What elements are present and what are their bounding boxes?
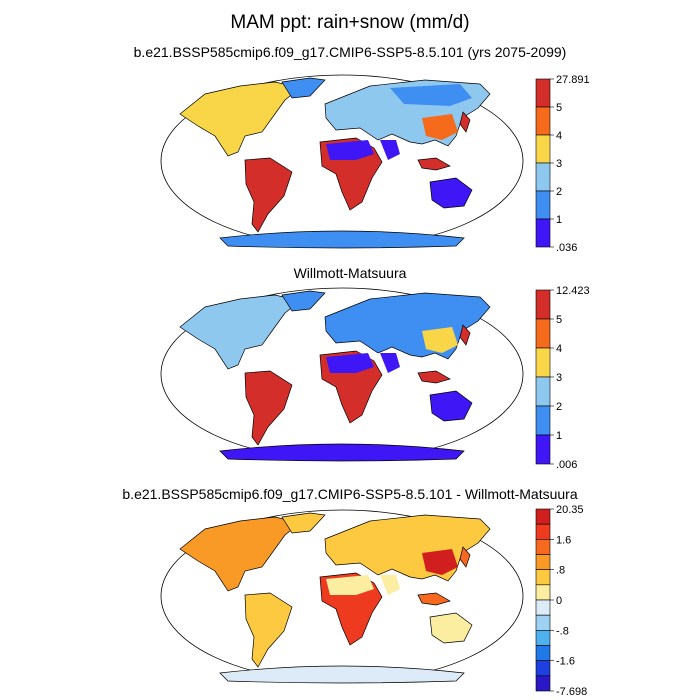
panel-3-title: b.e21.BSSP585cmip6.f09_g17.CMIP6-SSP5-8.… [122,486,578,502]
colorbar-bin [535,660,551,677]
colorbar-label: .8 [556,565,565,577]
colorbar-label: -7.698 [556,686,587,698]
colorbar-label: 1 [556,430,562,442]
colorbar-bin [535,218,551,248]
colorbar-bin [535,405,551,436]
colorbar-label: 5 [556,314,562,326]
colorbar-label: 1 [556,214,562,226]
panel-1-title: b.e21.BSSP585cmip6.f09_g17.CMIP6-SSP5-8.… [133,44,567,60]
colorbar-bin [535,162,551,192]
land-greenland [281,77,326,99]
colorbar-bin [535,376,551,407]
colorbar-label: 5 [556,102,562,114]
panel-2-title: Willmott-Matsuura [293,265,407,281]
colorbar-bin [535,289,551,320]
panel-1-colorbar: 27.891 5 4 3 2 1 .036 [535,74,590,254]
colorbar-bin [535,347,551,378]
colorbar-bin [535,599,551,616]
region-sahara [326,140,374,160]
region-amazon [256,599,284,623]
colorbar-label: 1.6 [556,534,571,546]
colorbar-bin [535,523,551,540]
region-east-asia [422,327,458,353]
colorbar-bin [535,508,551,525]
region-amazon [256,164,284,188]
colorbar-label: .036 [556,242,577,254]
colorbar-label: 2 [556,186,562,198]
region-east-asia [422,114,458,140]
region-siberia [390,297,472,319]
colorbar-bin [535,675,551,692]
colorbar-bin [535,318,551,349]
colorbar-label: .006 [556,459,577,471]
colorbar-bin [535,106,551,136]
colorbar-label: 4 [556,130,562,142]
colorbar-label: 4 [556,343,562,355]
land-australia [429,177,473,209]
land-islands [417,324,471,384]
colorbar-label: 3 [556,158,562,170]
colorbar-bin [535,78,551,108]
colorbar-bin [535,554,551,570]
panel-3-colorbar: 20.35 1.6 .8 0 -.8 -1.6 -7.698 [535,504,587,698]
colorbar-label: 20.35 [556,504,584,516]
panel-1-map [160,74,524,249]
land-antarctica [219,443,465,462]
region-arabia [380,575,400,595]
land-north-america [179,81,301,157]
region-sahara [326,353,374,373]
region-siberia [390,519,472,541]
colorbar-bin [535,645,551,661]
land-australia [429,612,473,644]
colorbar-label: -1.6 [556,656,575,668]
region-amazon [256,377,284,401]
colorbar-label: 0 [556,595,562,607]
land-north-america [179,294,301,370]
land-north-america [179,516,301,592]
land-antarctica [219,230,465,249]
colorbar-label: 12.423 [556,285,590,297]
colorbar-label: 2 [556,401,562,413]
colorbar-bin [535,434,551,465]
colorbar-bin [535,569,551,586]
colorbar-bin [535,190,551,220]
panel-2-colorbar: 12.423 5 4 3 2 1 .006 [535,285,590,471]
land-greenland [281,512,326,534]
colorbar-label: 3 [556,372,562,384]
land-antarctica [219,665,465,684]
colorbar-bin [535,134,551,164]
panel-2-map [160,287,524,462]
land-greenland [281,290,326,312]
main-title: MAM ppt: rain+snow (mm/d) [230,12,470,33]
colorbar-bin [535,630,551,646]
land-islands [417,546,471,606]
region-siberia [390,84,472,106]
panel-3-map [160,509,524,684]
region-sahara [326,575,374,595]
region-arabia [380,353,400,373]
region-east-asia [422,549,458,575]
land-islands [417,111,471,171]
land-australia [429,390,473,422]
colorbar-bin [535,584,551,601]
colorbar-bin [535,614,551,631]
colorbar-label: 27.891 [556,74,590,86]
colorbar-bin [535,539,551,555]
colorbar-label: -.8 [556,625,569,637]
region-arabia [380,140,400,160]
